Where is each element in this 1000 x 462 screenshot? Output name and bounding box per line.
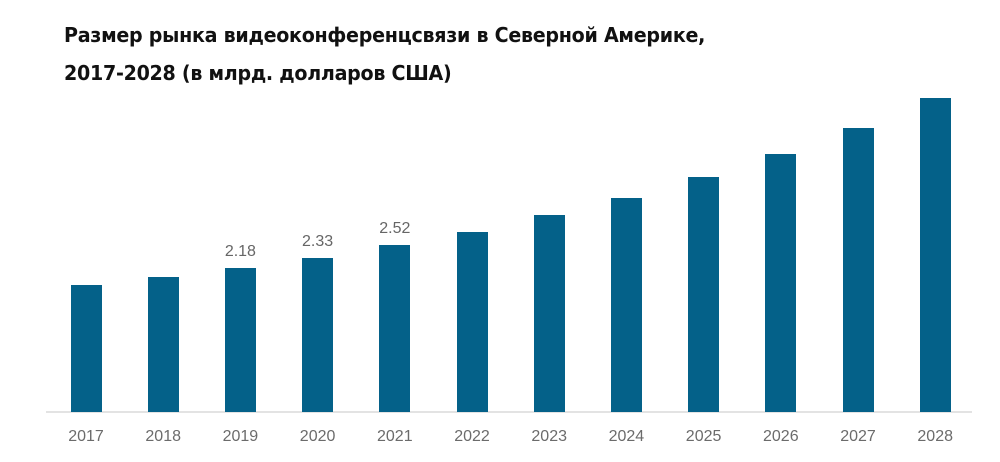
bar-2018 (147, 277, 179, 412)
x-tick-label: 2020 (299, 428, 336, 445)
bar-2025 (688, 177, 720, 412)
x-tick-label: 2028 (917, 428, 953, 445)
bar-2019 (224, 268, 256, 412)
x-tick-label: 2025 (685, 428, 722, 445)
bar-2028 (919, 98, 951, 412)
bar-2023 (533, 215, 565, 412)
chart-title-line-2: 2017-2028 (в млрд. долларов США) (64, 61, 452, 85)
x-tick-label: 2024 (608, 428, 645, 445)
bar-2017 (70, 285, 102, 412)
x-tick-label: 2017 (68, 428, 104, 445)
bar-2022 (456, 232, 488, 412)
bar-2027 (842, 128, 874, 412)
data-label-2019: 2.18 (224, 243, 256, 260)
data-label-2020: 2.33 (302, 233, 334, 250)
bar-2021 (379, 245, 411, 412)
x-tick-label: 2018 (145, 428, 181, 445)
x-tick-label: 2026 (763, 428, 799, 445)
x-tick-label: 2022 (454, 428, 490, 445)
bar-2020 (302, 258, 334, 412)
x-tick-label: 2027 (840, 428, 876, 445)
x-tick-label: 2023 (531, 428, 567, 445)
chart-title-line-1: Размер рынка видеоконференцсвязи в Север… (64, 23, 706, 47)
chart-title: Размер рынка видеоконференцсвязи в Север… (64, 16, 901, 92)
data-label-2021: 2.52 (379, 220, 411, 237)
x-tick-label: 2021 (377, 428, 413, 445)
bar-2026 (765, 154, 797, 412)
bar-2024 (610, 198, 642, 412)
x-tick-label: 2019 (222, 428, 259, 445)
x-axis-line (46, 411, 972, 413)
